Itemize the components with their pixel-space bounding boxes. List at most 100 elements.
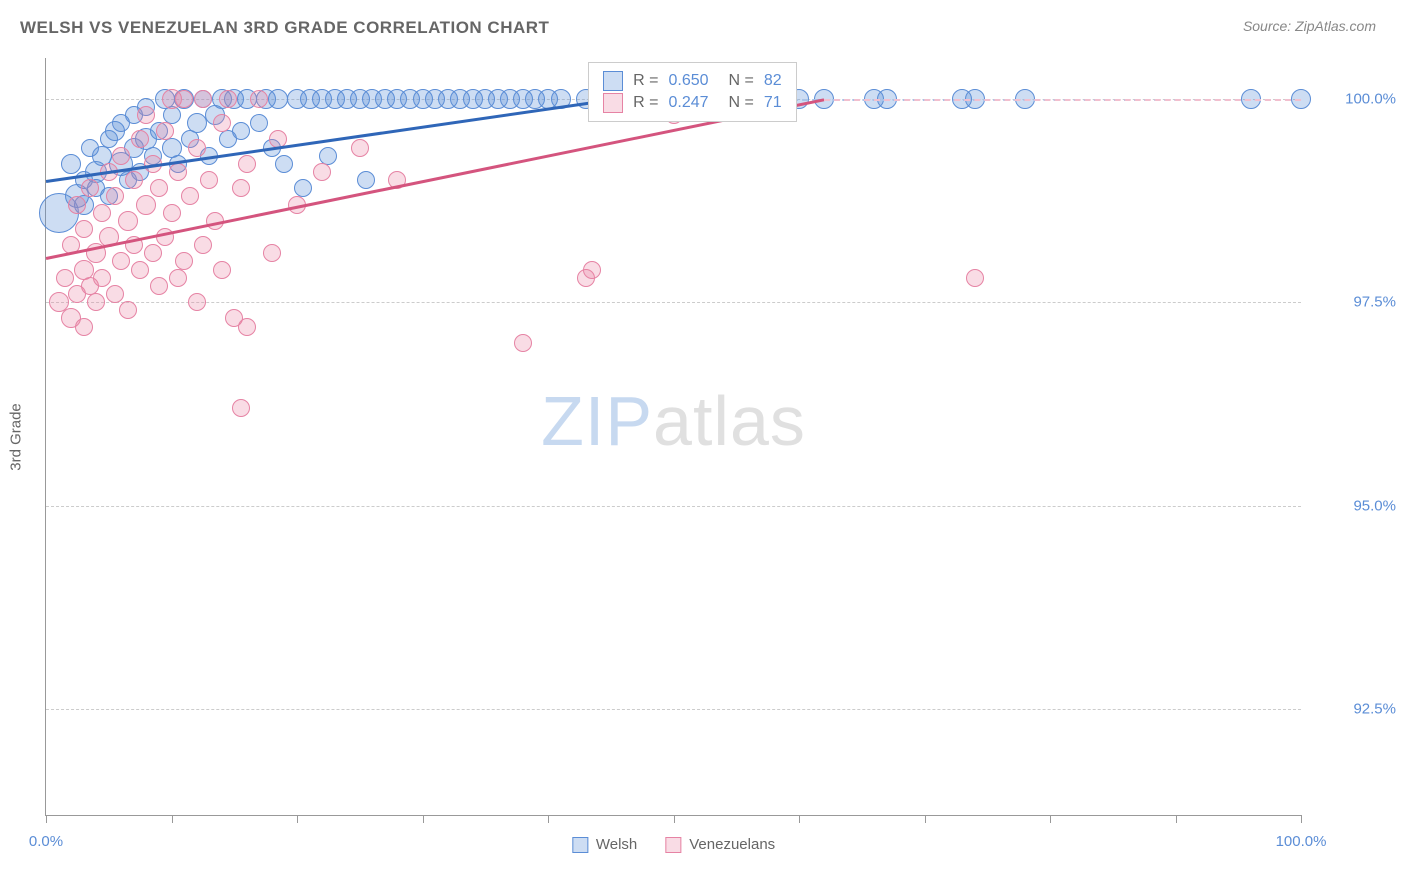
legend-swatch <box>572 837 588 853</box>
data-point <box>112 147 130 165</box>
x-tick <box>674 815 675 823</box>
y-axis-label: 3rd Grade <box>8 403 25 471</box>
data-point <box>238 318 256 336</box>
legend-swatch <box>603 93 623 113</box>
data-point <box>131 261 149 279</box>
x-tick <box>1301 815 1302 823</box>
data-point <box>93 269 111 287</box>
x-tick <box>297 815 298 823</box>
chart-title: WELSH VS VENEZUELAN 3RD GRADE CORRELATIO… <box>20 18 549 38</box>
x-tick <box>423 815 424 823</box>
x-tick <box>1176 815 1177 823</box>
data-point <box>250 114 268 132</box>
data-point <box>118 211 138 231</box>
data-point <box>136 195 156 215</box>
data-point <box>150 277 168 295</box>
data-point <box>156 122 174 140</box>
x-tick <box>925 815 926 823</box>
data-point <box>583 261 601 279</box>
data-point <box>106 187 124 205</box>
data-point <box>56 269 74 287</box>
x-tick-label: 0.0% <box>29 833 63 850</box>
data-point <box>966 269 984 287</box>
legend-swatch <box>603 71 623 91</box>
data-point <box>169 163 187 181</box>
x-tick <box>548 815 549 823</box>
data-point <box>106 285 124 303</box>
legend-r-label: R = <box>633 72 658 90</box>
data-point <box>313 163 331 181</box>
data-point <box>61 154 81 174</box>
y-tick-label: 95.0% <box>1311 497 1396 514</box>
legend-n-value: 82 <box>764 72 782 90</box>
x-tick <box>799 815 800 823</box>
data-point <box>150 179 168 197</box>
data-point <box>137 106 155 124</box>
stats-legend-row: R =0.650N =82 <box>603 71 782 91</box>
data-point <box>81 179 99 197</box>
data-point <box>232 122 250 140</box>
data-point <box>514 334 532 352</box>
data-point <box>119 301 137 319</box>
data-point <box>112 252 130 270</box>
x-tick <box>46 815 47 823</box>
x-tick <box>172 815 173 823</box>
legend-r-label: R = <box>633 94 658 112</box>
data-point <box>169 269 187 287</box>
data-point <box>75 318 93 336</box>
legend-swatch <box>665 837 681 853</box>
data-point <box>351 139 369 157</box>
data-point <box>219 90 237 108</box>
plot-area: 3rd Grade ZIPatlas WelshVenezuelans 92.5… <box>45 58 1301 816</box>
data-point <box>175 90 193 108</box>
legend-n-label: N = <box>729 72 754 90</box>
data-point <box>232 179 250 197</box>
data-point <box>232 399 250 417</box>
stats-legend-row: R = 0.247 N = 71 <box>603 93 782 113</box>
data-point <box>93 204 111 222</box>
data-point <box>268 89 288 109</box>
data-point <box>194 90 212 108</box>
data-point <box>188 139 206 157</box>
data-point <box>263 244 281 262</box>
series-name: Welsh <box>596 836 637 853</box>
series-legend-item: Venezuelans <box>665 836 775 853</box>
watermark-atlas: atlas <box>653 382 806 460</box>
data-point <box>75 220 93 238</box>
data-point <box>194 236 212 254</box>
data-point <box>125 171 143 189</box>
y-tick-label: 100.0% <box>1311 90 1396 107</box>
data-point <box>131 130 149 148</box>
x-tick <box>1050 815 1051 823</box>
data-point <box>213 261 231 279</box>
data-point <box>275 155 293 173</box>
legend-n-value: 71 <box>764 94 782 112</box>
source-label: Source: ZipAtlas.com <box>1243 18 1376 34</box>
series-legend: Welsh Venezuelans <box>572 836 775 853</box>
x-tick-label: 100.0% <box>1276 833 1327 850</box>
data-point <box>200 171 218 189</box>
legend-r-value: 0.247 <box>669 94 709 112</box>
data-point <box>238 155 256 173</box>
watermark-zip: ZIP <box>541 382 653 460</box>
data-point <box>144 244 162 262</box>
y-tick-label: 92.5% <box>1311 701 1396 718</box>
series-name: Venezuelans <box>689 836 775 853</box>
trendline-extension <box>824 99 1301 101</box>
data-point <box>250 90 268 108</box>
data-point <box>357 171 375 189</box>
data-point <box>163 204 181 222</box>
chart-container: WELSH VS VENEZUELAN 3RD GRADE CORRELATIO… <box>0 0 1406 892</box>
data-point <box>213 114 231 132</box>
series-legend-item: Welsh <box>572 836 637 853</box>
gridline <box>46 709 1301 710</box>
watermark: ZIPatlas <box>541 381 806 461</box>
gridline <box>46 506 1301 507</box>
data-point <box>187 113 207 133</box>
y-tick-label: 97.5% <box>1311 294 1396 311</box>
data-point <box>68 196 86 214</box>
legend-n-label: N = <box>729 94 754 112</box>
stats-legend: R =0.650N =82R =0.247N =71 <box>588 62 797 122</box>
data-point <box>181 187 199 205</box>
data-point <box>175 252 193 270</box>
